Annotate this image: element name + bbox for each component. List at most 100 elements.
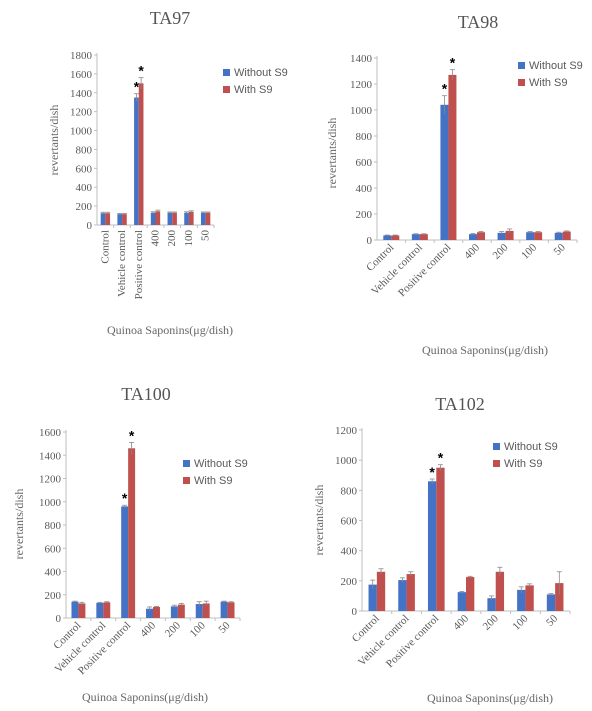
y-tick-label: 800 <box>341 485 358 497</box>
y-tick-label: 1800 <box>70 50 93 62</box>
bar-without-s9 <box>368 584 377 611</box>
x-category-label: 50 <box>216 619 233 636</box>
bar-without-s9 <box>150 212 156 225</box>
x-axis-label: Quinoa Saponins(μg/dish) <box>82 690 208 704</box>
y-tick-label: 400 <box>76 182 93 194</box>
y-tick-label: 600 <box>45 543 62 555</box>
bar-with-s9 <box>155 211 161 225</box>
bar-with-s9 <box>448 74 457 241</box>
chart-title: TA100 <box>121 384 171 404</box>
legend-swatch <box>493 460 500 467</box>
bar-with-s9 <box>128 448 136 618</box>
bar-without-s9 <box>440 104 449 240</box>
y-tick-label: 1600 <box>70 69 93 81</box>
y-tick-label: 0 <box>352 606 358 618</box>
bar-without-s9 <box>71 601 79 618</box>
x-category-label: 50 <box>552 241 569 258</box>
bar-without-s9 <box>100 213 106 225</box>
bar-with-s9 <box>205 212 211 225</box>
chart-panel-ta97: TA97 revertants/dish 0 200 400 600 800 1000 1200… <box>47 8 288 337</box>
y-tick-label: 400 <box>45 567 62 579</box>
significance-star: * <box>138 63 144 79</box>
bar-without-s9 <box>457 592 466 611</box>
y-axis-label: revertants/dish <box>47 105 61 176</box>
x-category-label: 200 <box>166 230 178 247</box>
bar-with-s9 <box>177 604 185 618</box>
bar-with-s9 <box>78 603 86 618</box>
x-axis-label: Quinoa Saponins(μg/dish) <box>427 691 553 705</box>
x-category-label: 400 <box>462 241 483 262</box>
bar-with-s9 <box>477 232 485 240</box>
legend-swatch <box>223 69 230 76</box>
x-category-label: 400 <box>138 619 159 640</box>
bar-without-s9 <box>167 212 173 225</box>
bar-with-s9 <box>227 602 235 618</box>
y-tick-label: 800 <box>76 144 93 156</box>
bar-with-s9 <box>172 212 177 225</box>
legend-entry: With S9 <box>234 84 273 96</box>
legend-entry: With S9 <box>504 458 543 470</box>
bar-with-s9 <box>525 585 534 611</box>
bar-with-s9 <box>495 571 505 611</box>
bar-without-s9 <box>398 580 407 611</box>
y-tick-label: 0 <box>367 235 373 247</box>
significance-star: * <box>450 55 456 71</box>
bar-without-s9 <box>517 589 526 611</box>
y-tick-label: 1200 <box>350 79 373 91</box>
legend-swatch <box>223 86 230 93</box>
bar-without-s9 <box>487 598 496 611</box>
y-tick-label: 200 <box>76 201 93 213</box>
legend-entry: Without S9 <box>504 441 558 453</box>
y-tick-label: 1000 <box>335 455 358 467</box>
y-tick-label: 200 <box>356 209 373 221</box>
bar-without-s9 <box>546 594 556 611</box>
bar-with-s9 <box>505 230 514 240</box>
bar-with-s9 <box>153 606 160 618</box>
bar-with-s9 <box>406 574 415 611</box>
bar-without-s9 <box>134 97 139 225</box>
chart-title: TA98 <box>458 12 499 32</box>
bar-without-s9 <box>96 602 104 618</box>
y-tick-label: 0 <box>56 613 62 625</box>
bar-without-s9 <box>170 606 178 618</box>
legend-swatch <box>183 460 190 467</box>
legend-swatch <box>183 477 190 484</box>
chart-panel-ta102: TA102 revertants/dish 0 200 400 600 800 1000 120… <box>312 394 571 705</box>
x-category-label: 200 <box>481 612 502 633</box>
y-tick-label: 1400 <box>39 450 62 462</box>
x-category-label: 50 <box>200 230 212 242</box>
chart-title: TA102 <box>435 394 485 414</box>
y-tick-label: 1000 <box>70 126 93 138</box>
y-tick-label: 1400 <box>70 88 93 100</box>
x-category-label: Vehicle control <box>116 230 128 297</box>
legend-swatch <box>518 62 525 69</box>
y-tick-label: 1600 <box>39 427 62 439</box>
bar-without-s9 <box>554 232 563 240</box>
legend-entry: Without S9 <box>529 60 583 72</box>
bar-with-s9 <box>419 234 428 240</box>
y-tick-label: 1000 <box>350 105 373 117</box>
significance-star: * <box>122 490 128 506</box>
y-tick-label: 800 <box>45 520 62 532</box>
x-axis-label: Quinoa Saponins(μg/dish) <box>107 323 233 337</box>
significance-star: * <box>129 427 135 443</box>
y-tick-label: 600 <box>341 516 358 528</box>
y-axis-label: revertants/dish <box>325 118 339 189</box>
y-tick-label: 1200 <box>39 474 62 486</box>
bar-without-s9 <box>427 481 437 611</box>
y-tick-label: 600 <box>356 157 373 169</box>
bar-with-s9 <box>466 577 475 611</box>
bar-without-s9 <box>383 235 392 240</box>
y-tick-label: 1200 <box>70 107 93 119</box>
y-tick-label: 600 <box>76 163 93 175</box>
bar-with-s9 <box>122 214 127 225</box>
y-tick-label: 400 <box>356 183 373 195</box>
bar-without-s9 <box>200 212 206 225</box>
x-category-label: Positive control <box>133 230 145 299</box>
bar-with-s9 <box>202 603 210 618</box>
bar-with-s9 <box>103 602 111 618</box>
bar-with-s9 <box>188 211 194 225</box>
legend-entry: Without S9 <box>194 458 248 470</box>
legend-swatch <box>493 443 500 450</box>
legend-swatch <box>518 79 525 86</box>
